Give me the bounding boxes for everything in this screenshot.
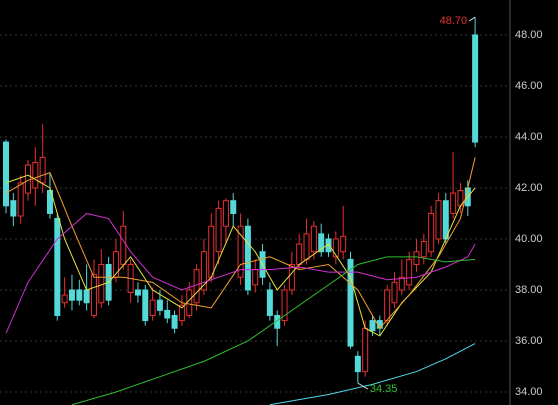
candle-body (178, 304, 185, 322)
candle-body (120, 225, 127, 265)
candle-body (61, 294, 68, 304)
candle-body (171, 314, 178, 329)
y-tick-label: 42.00 (515, 182, 543, 194)
candle-body (237, 225, 244, 278)
y-tick-label: 36.00 (515, 335, 543, 347)
candle-body (413, 251, 420, 265)
candle-body (39, 156, 46, 184)
candle-body (134, 289, 141, 296)
candle-body (384, 289, 391, 322)
candle-body (46, 190, 53, 214)
candle-body (266, 289, 273, 316)
candle-body (164, 309, 171, 319)
candle-body (318, 233, 325, 253)
candle-body (68, 289, 75, 301)
y-tick-label: 46.00 (515, 80, 543, 92)
candle-body (215, 207, 222, 253)
candle-body (156, 299, 163, 311)
candle-body (98, 263, 105, 304)
candle-body (186, 289, 193, 316)
candle-body (90, 274, 97, 316)
annotation-pointer (357, 382, 369, 390)
candle-body (24, 164, 31, 194)
candle-body (200, 251, 207, 291)
candle-body (32, 161, 39, 189)
candle-body (281, 289, 288, 322)
candle-body (332, 238, 339, 258)
annotation-pointer (468, 16, 476, 22)
candle-body (398, 276, 405, 291)
candle-body (193, 269, 200, 304)
candle-body (83, 289, 90, 304)
y-tick-label: 44.00 (515, 131, 543, 143)
candle-body (3, 141, 9, 207)
ma-line (5, 212, 476, 334)
candle-body (208, 225, 215, 278)
y-tick-label: 40.00 (515, 233, 543, 245)
candle-body (428, 212, 435, 253)
candle-body (354, 355, 361, 373)
candle-body (288, 263, 295, 291)
candle-body (472, 34, 479, 143)
ma-line (269, 343, 476, 405)
candle-body (435, 200, 442, 240)
ma-line (71, 256, 476, 405)
candle-body (244, 225, 251, 291)
candle-body (10, 200, 17, 217)
candle-body (296, 243, 303, 265)
candle-body (142, 289, 149, 322)
candle-body (391, 281, 398, 304)
candle-body (310, 225, 317, 253)
candle-body (362, 327, 369, 373)
candle-body (340, 235, 347, 253)
candle-body (17, 182, 24, 217)
candle-body (347, 258, 354, 347)
candle-body (54, 218, 61, 316)
candle-body (442, 200, 449, 240)
candle-body (230, 200, 237, 214)
y-tick-label: 48.00 (515, 29, 543, 41)
candle-body (450, 192, 457, 214)
annotation-label: 34.35 (370, 383, 398, 395)
candle-body (420, 241, 427, 258)
candle-body (369, 320, 376, 332)
candle-body (222, 200, 229, 227)
candle-body (406, 258, 413, 286)
candle-body (149, 299, 156, 316)
candle-body (303, 233, 310, 260)
annotation-label: 48.70 (440, 15, 468, 27)
candle-body (76, 289, 83, 301)
y-tick-label: 38.00 (515, 284, 543, 296)
candle-body (252, 269, 259, 286)
y-tick-label: 34.00 (515, 386, 543, 398)
